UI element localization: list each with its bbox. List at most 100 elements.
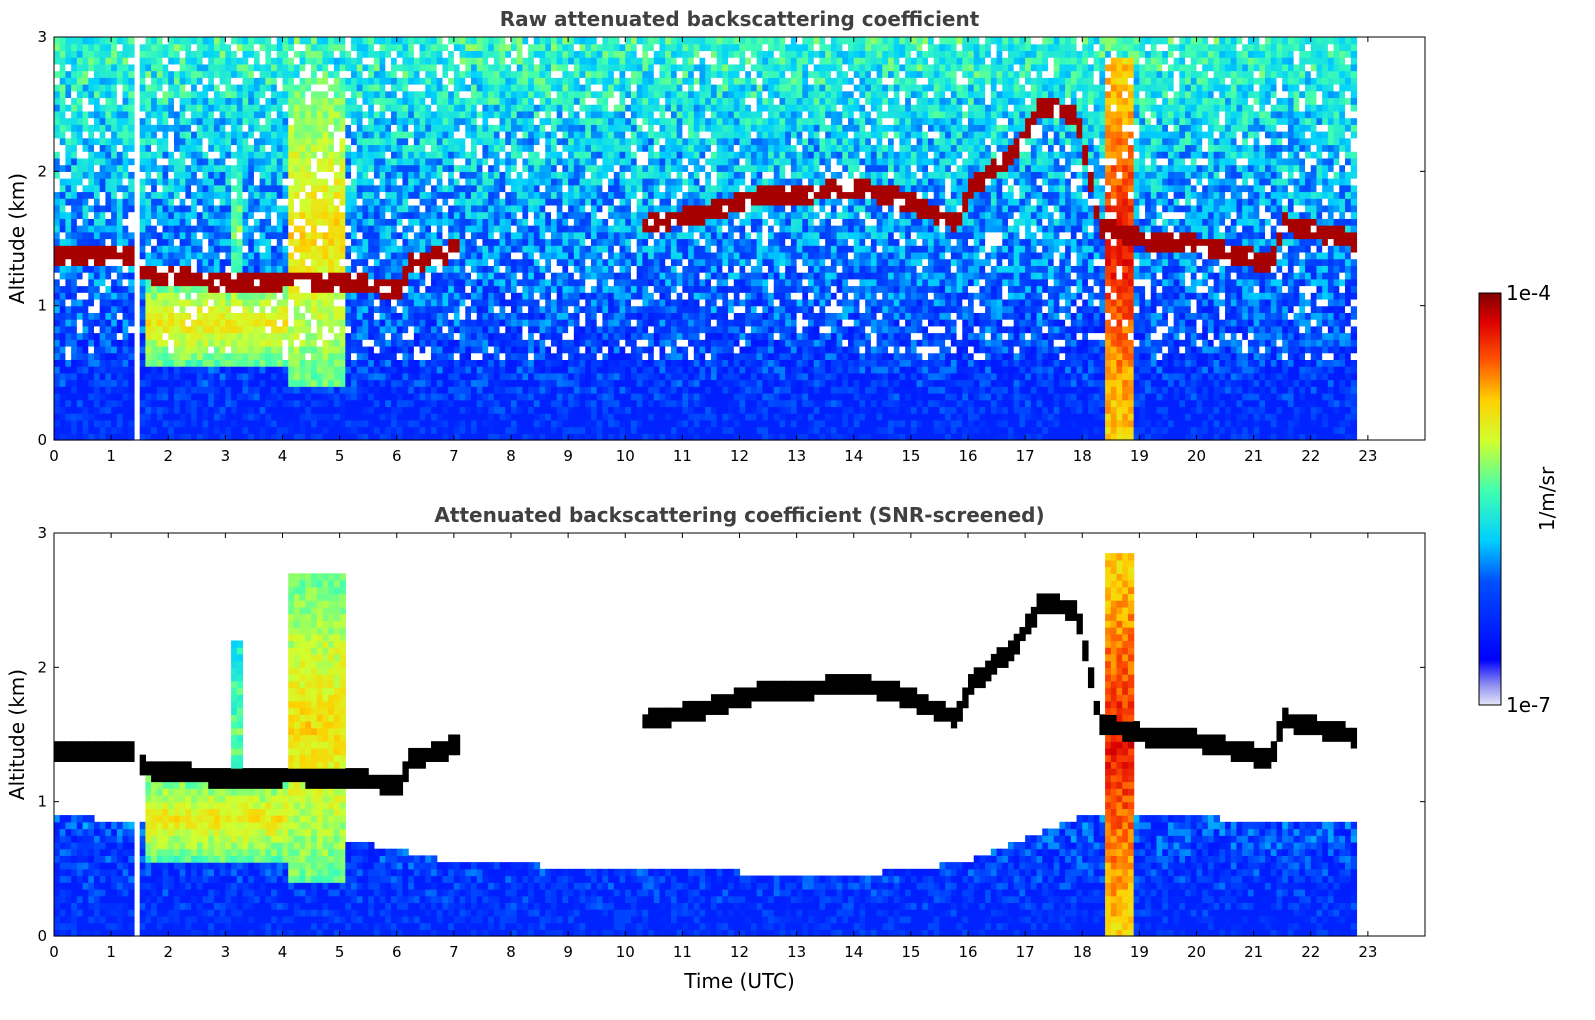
heatmap-cell [465,420,471,427]
heatmap-cell [414,218,420,225]
heatmap-cell [345,259,351,266]
heatmap-cell [277,265,283,272]
heatmap-cell [145,245,151,252]
heatmap-cell [180,64,186,71]
heatmap-cell [54,225,60,232]
heatmap-cell [185,326,191,333]
heatmap-cell [60,413,66,420]
heatmap-cell [397,245,403,252]
heatmap-cell [351,185,357,192]
heatmap-cell [191,413,197,420]
heatmap-cell [225,84,231,91]
heatmap-cell [111,57,117,64]
heatmap-cell [465,406,471,413]
heatmap-cell [123,373,129,380]
heatmap-cell [345,104,351,111]
heatmap-cell [322,400,328,407]
heatmap-cell [460,37,466,44]
heatmap-cell [517,400,523,407]
heatmap-cell [117,185,123,192]
heatmap-cell [105,97,111,104]
heatmap-cell [248,158,254,165]
heatmap-cell [448,339,454,346]
heatmap-cell [391,413,397,420]
heatmap-cell [294,77,300,84]
heatmap-cell [225,259,231,266]
heatmap-cell [431,111,437,118]
heatmap-cell [425,165,431,172]
heatmap-cell [94,151,100,158]
heatmap-cell [88,151,94,158]
heatmap-cell [71,191,77,198]
heatmap-cell [117,198,123,205]
heatmap-cell [317,77,323,84]
heatmap-cell [94,339,100,346]
heatmap-cell [77,144,83,151]
heatmap-cell [100,239,106,246]
heatmap-cell [305,144,311,151]
heatmap-cell [448,292,454,299]
heatmap-cell [460,366,466,373]
heatmap-cell [345,191,351,198]
heatmap-cell [374,393,380,400]
heatmap-cell [391,205,397,212]
heatmap-cell [294,64,300,71]
heatmap-cell [437,71,443,78]
heatmap-cell [505,386,511,393]
heatmap-cell [83,312,89,319]
heatmap-cell [425,185,431,192]
heatmap-cell [111,373,117,380]
heatmap-cell [197,118,203,125]
heatmap-cell [351,44,357,51]
heatmap-cell [254,393,260,400]
heatmap-cell [494,118,500,125]
heatmap-cell [294,373,300,380]
heatmap-cell [482,165,488,172]
heatmap-cell [334,386,340,393]
heatmap-cell [311,37,317,44]
heatmap-cell [425,333,431,340]
heatmap-cell [145,326,151,333]
heatmap-cell [163,306,169,313]
heatmap-cell [265,50,271,57]
heatmap-cell [288,205,294,212]
heatmap-cell [248,131,254,138]
heatmap-cell [414,272,420,279]
heatmap-cell [225,346,231,353]
heatmap-cell [362,50,368,57]
heatmap-cell [277,131,283,138]
heatmap-cell [374,252,380,259]
heatmap-cell [168,111,174,118]
heatmap-cell [511,158,517,165]
heatmap-cell [500,50,506,57]
heatmap-cell [414,131,420,138]
heatmap-cell [397,306,403,313]
heatmap-cell [100,205,106,212]
heatmap-cell [431,151,437,158]
heatmap-cell [77,292,83,299]
heatmap-cell [54,386,60,393]
heatmap-cell [271,420,277,427]
heatmap-cell [448,158,454,165]
heatmap-cell [385,292,391,299]
heatmap-cell [157,218,163,225]
heatmap-cell [283,413,289,420]
heatmap-cell [334,353,340,360]
heatmap-cell [225,292,231,299]
heatmap-cell [505,44,511,51]
heatmap-cell [454,299,460,306]
heatmap-cell [442,312,448,319]
heatmap-cell [340,84,346,91]
heatmap-cell [123,124,129,131]
heatmap-cell [71,171,77,178]
heatmap-cell [271,118,277,125]
heatmap-cell [374,165,380,172]
heatmap-cell [60,191,66,198]
heatmap-cell [334,91,340,98]
heatmap-cell [168,44,174,51]
heatmap-cell [111,245,117,252]
heatmap-cell [374,71,380,78]
heatmap-cell [220,131,226,138]
heatmap-cell [180,144,186,151]
heatmap-cell [528,380,534,387]
